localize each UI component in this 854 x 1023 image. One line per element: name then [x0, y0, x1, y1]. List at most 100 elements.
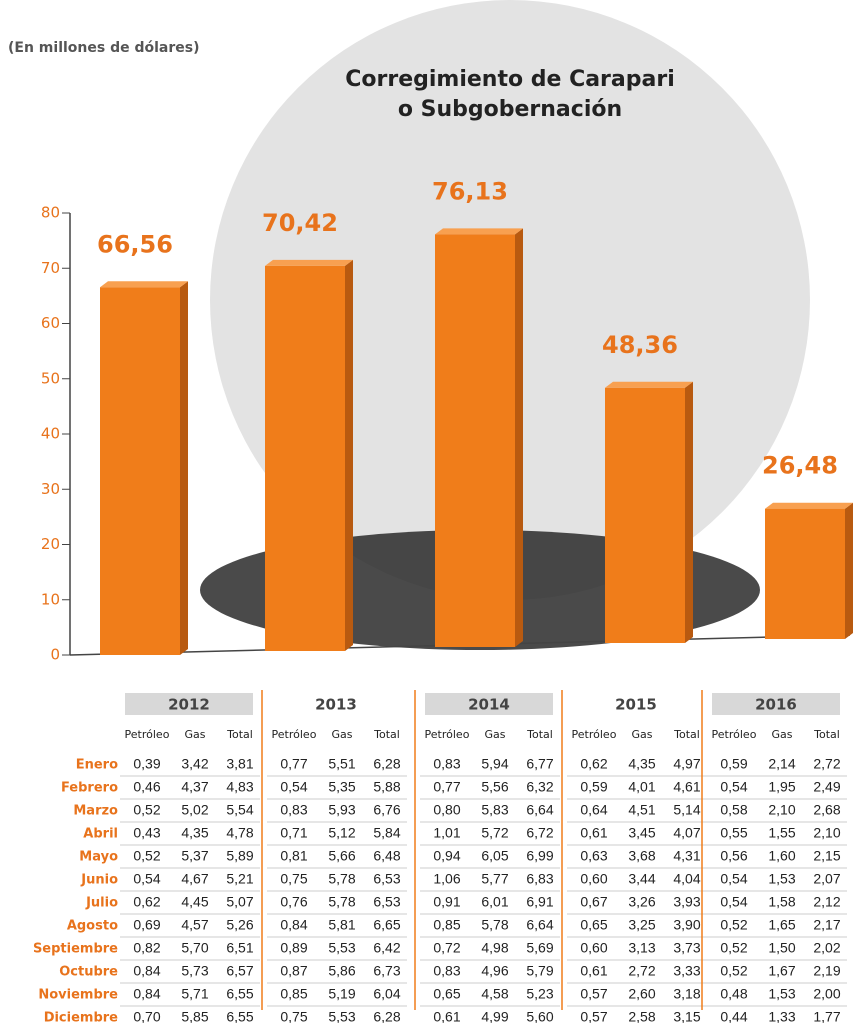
y-tick-label: 70	[41, 259, 60, 277]
y-tick-label: 60	[41, 314, 60, 332]
table-cell: 5,53	[328, 1009, 355, 1023]
table-cell: 1,55	[768, 825, 795, 841]
table-cell: 0,94	[433, 848, 460, 864]
column-header: Total	[373, 728, 400, 741]
table-cell: 0,65	[580, 917, 607, 933]
table-cell: 6,01	[481, 894, 508, 910]
column-header: Gas	[185, 728, 206, 741]
title-line: Corregimiento de Carapari	[345, 67, 675, 92]
table-cell: 0,61	[580, 825, 607, 841]
month-label: Diciembre	[44, 1011, 118, 1023]
table-cell: 6,28	[373, 1009, 400, 1023]
table-cell: 5,02	[181, 802, 208, 818]
table-cell: 1,67	[768, 963, 795, 979]
table-cell: 6,72	[526, 825, 553, 841]
table-cell: 6,53	[373, 894, 400, 910]
table-cell: 2,02	[813, 940, 840, 956]
table-cell: 0,54	[720, 779, 747, 795]
column-header: Total	[526, 728, 553, 741]
table-cell: 1,53	[768, 986, 795, 1002]
bar-side	[515, 228, 523, 647]
table-cell: 0,67	[580, 894, 607, 910]
column-header: Gas	[332, 728, 353, 741]
table-cell: 3,93	[673, 894, 700, 910]
table-cell: 2,60	[628, 986, 655, 1002]
table-cell: 4,01	[628, 779, 655, 795]
table-cell: 5,66	[328, 848, 355, 864]
table-cell: 5,70	[181, 940, 208, 956]
month-label: Octubre	[59, 965, 118, 980]
table-cell: 2,15	[813, 848, 840, 864]
table-cell: 4,31	[673, 848, 700, 864]
table-cell: 0,84	[133, 986, 160, 1002]
column-header: Total	[673, 728, 700, 741]
table-cell: 0,83	[433, 756, 460, 772]
table-cell: 5,60	[526, 1009, 553, 1023]
bar-side	[685, 382, 693, 643]
column-header: Petróleo	[272, 728, 317, 741]
bar-top	[100, 281, 188, 287]
table-cell: 0,83	[280, 802, 307, 818]
table-cell: 5,12	[328, 825, 355, 841]
table-cell: 5,73	[181, 963, 208, 979]
table-cell: 6,04	[373, 986, 400, 1002]
table-cell: 4,96	[481, 963, 508, 979]
bar-side	[180, 281, 188, 655]
column-header: Gas	[632, 728, 653, 741]
table-cell: 0,54	[133, 871, 160, 887]
table-cell: 5,51	[328, 756, 355, 772]
table-cell: 5,88	[373, 779, 400, 795]
table-cell: 3,90	[673, 917, 700, 933]
table-cell: 0,39	[133, 756, 160, 772]
table-cell: 1,01	[433, 825, 460, 841]
table-cell: 2,58	[628, 1009, 655, 1023]
table-cell: 4,97	[673, 756, 700, 772]
table-cell: 5,26	[226, 917, 253, 933]
table-cell: 5,69	[526, 940, 553, 956]
table-cell: 6,99	[526, 848, 553, 864]
bar	[265, 266, 345, 651]
table-cell: 6,57	[226, 963, 253, 979]
table-cell: 5,86	[328, 963, 355, 979]
table-cell: 4,57	[181, 917, 208, 933]
bar	[605, 388, 685, 643]
table-cell: 0,52	[720, 940, 747, 956]
table-cell: 0,84	[133, 963, 160, 979]
table-cell: 0,58	[720, 802, 747, 818]
table-cell: 4,78	[226, 825, 253, 841]
table-cell: 0,87	[280, 963, 307, 979]
table-cell: 0,48	[720, 986, 747, 1002]
table-cell: 5,37	[181, 848, 208, 864]
table-cell: 0,57	[580, 986, 607, 1002]
table-cell: 4,04	[673, 871, 700, 887]
table-cell: 5,07	[226, 894, 253, 910]
table-cell: 4,35	[628, 756, 655, 772]
table-cell: 0,91	[433, 894, 460, 910]
month-label: Agosto	[67, 919, 118, 934]
bar	[765, 509, 845, 639]
table-cell: 5,77	[481, 871, 508, 887]
table-cell: 6,76	[373, 802, 400, 818]
table-cell: 4,07	[673, 825, 700, 841]
table-cell: 2,19	[813, 963, 840, 979]
table-cell: 0,43	[133, 825, 160, 841]
table-cell: 4,37	[181, 779, 208, 795]
table-cell: 6,42	[373, 940, 400, 956]
table-cell: 4,61	[673, 779, 700, 795]
table-cell: 2,10	[813, 825, 840, 841]
year-label: 2013	[315, 696, 357, 714]
month-label: Marzo	[73, 804, 118, 819]
table-cell: 2,72	[628, 963, 655, 979]
y-tick-label: 0	[50, 646, 60, 664]
table-cell: 6,05	[481, 848, 508, 864]
table-cell: 3,26	[628, 894, 655, 910]
table-cell: 1,06	[433, 871, 460, 887]
table-cell: 0,75	[280, 871, 307, 887]
table-cell: 5,85	[181, 1009, 208, 1023]
table-cell: 5,72	[481, 825, 508, 841]
table-cell: 0,54	[720, 871, 747, 887]
table-cell: 1,65	[768, 917, 795, 933]
table-cell: 2,07	[813, 871, 840, 887]
table-cell: 0,82	[133, 940, 160, 956]
y-tick-label: 20	[41, 535, 60, 553]
